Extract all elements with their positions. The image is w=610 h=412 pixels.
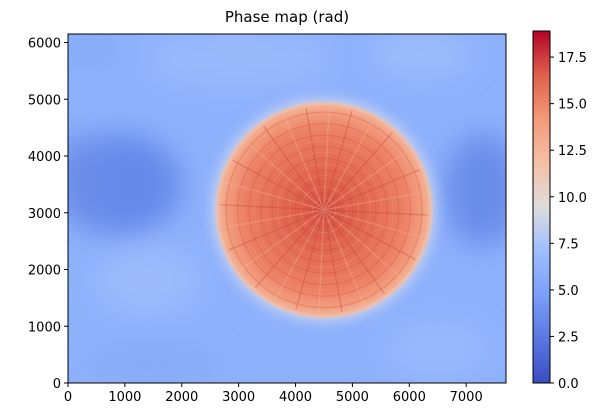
colorbar-tick-label: 15.0 xyxy=(558,98,587,113)
colorbar-tick-label: 17.5 xyxy=(558,51,587,66)
x-tick-label: 4000 xyxy=(279,390,312,405)
x-tick-label: 6000 xyxy=(393,390,426,405)
y-tick-label: 4000 xyxy=(28,150,61,165)
y-tick-label: 5000 xyxy=(28,93,61,108)
heatmap-plot xyxy=(68,34,506,383)
disk-rings xyxy=(219,105,429,314)
y-tick-label: 1000 xyxy=(28,320,61,335)
y-tick-label: 3000 xyxy=(28,207,61,222)
colorbar xyxy=(532,30,551,384)
colorbar-tick-label: 12.5 xyxy=(558,144,587,159)
phase-disk xyxy=(202,89,446,331)
background-variation xyxy=(68,34,506,383)
x-tick-label: 0 xyxy=(64,390,72,405)
colorbar-tick-label: 7.5 xyxy=(558,237,579,252)
x-tick-label: 7000 xyxy=(450,390,483,405)
y-axis: 0 1000 2000 3000 4000 5000 6000 xyxy=(28,37,68,392)
disk-core xyxy=(215,102,433,318)
x-tick-label: 1000 xyxy=(108,390,141,405)
y-tick-label: 2000 xyxy=(28,264,61,279)
chart-title: Phase map (rad) xyxy=(225,8,349,26)
x-tick-label: 5000 xyxy=(336,390,369,405)
y-tick-label: 0 xyxy=(53,377,61,392)
colorbar-tick-label: 2.5 xyxy=(558,330,579,345)
x-tick-label: 2000 xyxy=(165,390,198,405)
disk-spokes xyxy=(220,106,428,314)
colorbar-tick-label: 0.0 xyxy=(558,377,579,392)
x-axis: 0 1000 2000 3000 4000 5000 6000 7000 xyxy=(64,383,483,405)
colorbar-axis: 0.0 2.5 5.0 7.5 10.0 12.5 15.0 17.5 xyxy=(550,51,587,392)
x-tick-label: 3000 xyxy=(222,390,255,405)
colorbar-tick-label: 10.0 xyxy=(558,191,587,206)
y-tick-label: 6000 xyxy=(28,37,61,52)
colorbar-tick-label: 5.0 xyxy=(558,284,579,299)
plot-frame xyxy=(67,33,507,384)
